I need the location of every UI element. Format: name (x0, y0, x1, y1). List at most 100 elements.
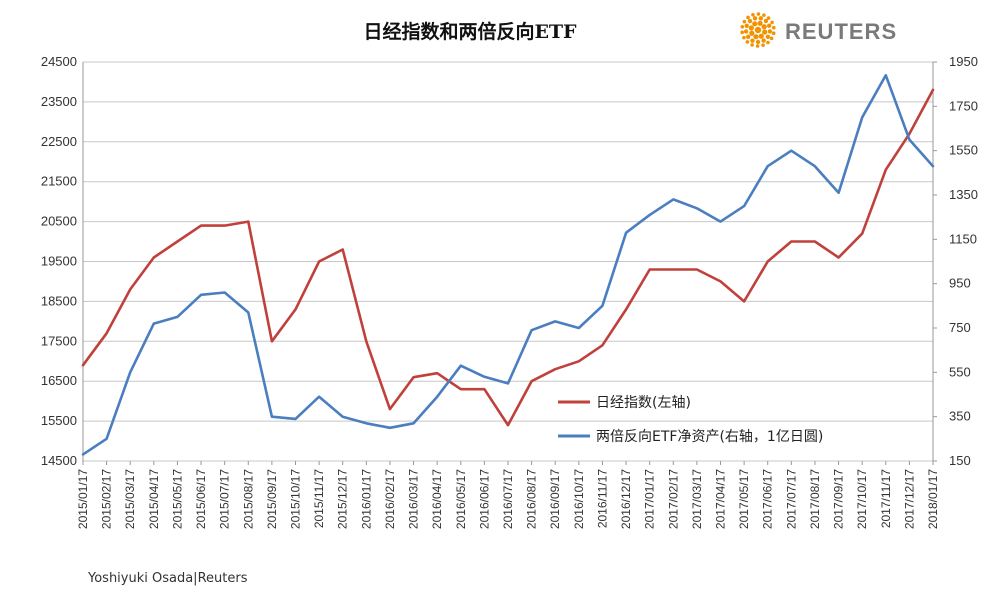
logo-dot (766, 40, 770, 45)
right-y-tick-label: 950 (949, 276, 971, 291)
logo-dot (745, 40, 750, 44)
left-y-tick-label: 24500 (41, 54, 77, 69)
logo-dot (756, 12, 761, 16)
right-y-tick-label: 350 (949, 409, 971, 424)
left-y-tick-label: 23500 (41, 94, 77, 109)
reuters-wordmark: REUTERS (785, 19, 897, 44)
logo-dot (750, 43, 754, 47)
logo-dot (761, 38, 766, 43)
x-tick-label: 2017/02/17 (666, 469, 680, 529)
chart-title: 日经指数和两倍反向ETF (363, 20, 577, 43)
logo-dot (743, 29, 749, 34)
x-tick-label: 2015/11/17 (312, 469, 326, 528)
logo-dot (772, 25, 776, 30)
logo-dot (771, 31, 776, 36)
left-y-tick-label: 22500 (41, 134, 77, 149)
x-tick-label: 2017/12/17 (902, 469, 916, 529)
left-y-tick-label: 20500 (41, 214, 77, 229)
x-tick-label: 2016/06/17 (477, 469, 491, 529)
right-y-tick-label: 1550 (949, 143, 978, 158)
right-y-tick-label: 1950 (949, 54, 978, 69)
logo-dot (761, 43, 765, 47)
x-tick-label: 2016/04/17 (430, 469, 444, 529)
x-tick-label: 2015/12/17 (336, 469, 350, 529)
x-tick-label: 2016/10/17 (572, 469, 586, 529)
logo-dot (754, 26, 762, 34)
x-tick-label: 2015/10/17 (289, 469, 303, 529)
x-tick-label: 2017/10/17 (855, 469, 869, 529)
logo-dot (742, 19, 747, 24)
left-y-tick-label: 18500 (41, 293, 77, 308)
legend-label-etf: 两倍反向ETF净资产(右轴，1亿日圆) (596, 429, 823, 445)
logo-dot (766, 16, 771, 20)
x-tick-label: 2015/02/17 (100, 469, 114, 529)
nikkei-series-line (81, 88, 935, 427)
x-tick-label: 2015/03/17 (123, 469, 137, 529)
right-y-tick-label: 1750 (949, 98, 978, 113)
etf-series-line (81, 74, 935, 456)
x-tick-label: 2016/09/17 (548, 469, 562, 529)
logo-dot (770, 20, 774, 25)
reuters-logo-icon (740, 12, 776, 48)
x-tick-label: 2015/08/17 (241, 469, 255, 529)
x-tick-label: 2015/09/17 (265, 469, 279, 529)
x-tick-label: 2015/06/17 (194, 469, 208, 529)
left-y-axis: 24500 23500 22500 21500 20500 19500 18500 17500… (41, 54, 77, 468)
left-y-tick-label: 16500 (41, 373, 77, 388)
logo-dot (767, 23, 772, 28)
logo-dot (747, 18, 753, 24)
logo-dot (755, 39, 761, 45)
right-y-tick-label: 1350 (949, 187, 978, 202)
x-tick-label: 2017/01/17 (643, 469, 657, 529)
x-tick-label: 2017/03/17 (690, 469, 704, 529)
logo-dot (746, 15, 750, 20)
left-y-tick-label: 14500 (41, 453, 77, 468)
legend-label-nikkei: 日经指数(左轴) (596, 395, 691, 411)
x-tick-label: 2015/01/17 (76, 469, 90, 529)
logo-dot (758, 16, 764, 21)
logo-dot (751, 13, 755, 17)
logo-dot (740, 30, 744, 35)
x-tick-label: 2015/07/17 (218, 469, 232, 529)
x-tick-label: 2015/04/17 (147, 469, 161, 529)
logo-dot (749, 30, 755, 36)
x-tick-label: 2016/07/17 (501, 469, 515, 529)
x-tick-label: 2017/09/17 (832, 469, 846, 529)
left-y-tick-label: 15500 (41, 413, 77, 428)
logo-dot (761, 24, 767, 30)
series-lines (81, 74, 935, 456)
logo-dot (758, 33, 764, 39)
logo-dot (765, 34, 771, 39)
logo-dot (742, 35, 746, 40)
logo-dot (769, 36, 774, 41)
right-y-axis: 1950 1750 1550 1350 1150 950 750 550 350 150 (933, 54, 978, 468)
logo-dot (750, 38, 755, 43)
right-y-tick-label: 1150 (949, 231, 977, 246)
x-tick-label: 2016/02/17 (383, 469, 397, 529)
left-y-tick-label: 17500 (41, 333, 77, 348)
x-tick-label: 2017/08/17 (808, 469, 822, 529)
left-y-tick-label: 19500 (41, 254, 77, 269)
x-tick-label: 2016/05/17 (454, 469, 468, 529)
logo-dot (755, 44, 760, 48)
x-tick-label: 2017/07/17 (784, 469, 798, 529)
x-tick-label: 2017/05/17 (737, 469, 751, 529)
logo-dot (767, 29, 773, 34)
x-tick-label: 2017/04/17 (714, 469, 728, 529)
logo-dot (757, 20, 763, 26)
legend: 日经指数(左轴) 两倍反向ETF净资产(右轴，1亿日圆) (558, 395, 823, 445)
logo-dot (762, 29, 768, 35)
left-y-tick-label: 21500 (41, 174, 77, 189)
credit-text: Yoshiyuki Osada|Reuters (87, 571, 248, 586)
x-tick-label: 2018/01/17 (926, 469, 940, 529)
right-y-tick-label: 750 (949, 320, 971, 335)
logo-dot (752, 21, 758, 27)
x-tick-label: 2016/11/17 (595, 469, 609, 528)
logo-dot (752, 16, 758, 21)
x-tick-label: 2016/12/17 (619, 469, 633, 529)
logo-dot (762, 13, 766, 17)
x-tick-label: 2016/08/17 (525, 469, 539, 529)
logo-dot (748, 25, 754, 31)
right-y-tick-label: 550 (949, 364, 971, 379)
